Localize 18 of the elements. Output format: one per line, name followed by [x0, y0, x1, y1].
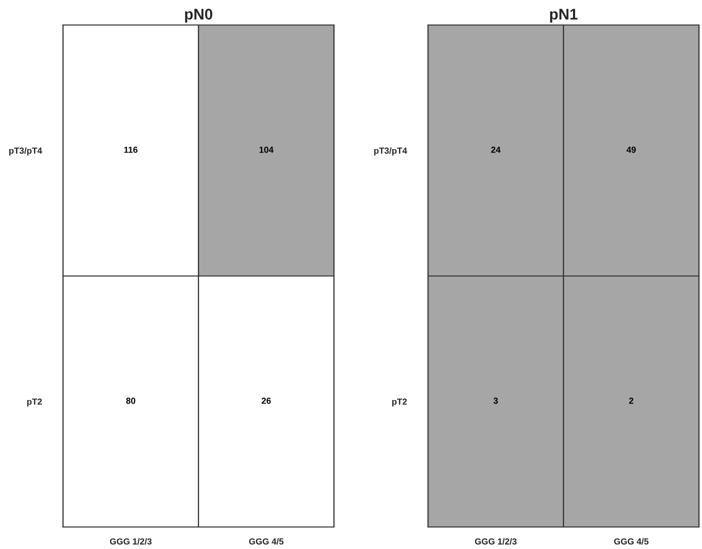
chart-title: pN1 — [550, 8, 578, 23]
data-label: 104 — [260, 146, 274, 153]
x-tick-label: GGG 4/5 — [249, 538, 284, 545]
data-label: 24 — [491, 146, 501, 153]
y-tick-label: pT2 — [392, 398, 407, 406]
data-label: 49 — [626, 146, 636, 153]
data-label: 26 — [262, 398, 271, 404]
y-tick-label: pT3/pT4 — [9, 147, 42, 156]
data-label: 80 — [126, 398, 136, 404]
data-label: 2 — [629, 398, 634, 404]
chart-title: pN0 — [185, 8, 212, 23]
y-tick-label: pT3/pT4 — [374, 147, 408, 156]
data-label: 3 — [494, 398, 498, 404]
x-tick-label: GGG 1/2/3 — [474, 538, 517, 545]
data-label: 116 — [124, 146, 138, 153]
y-tick-label: pT2 — [27, 398, 42, 406]
x-tick-label: GGG 4/5 — [614, 538, 649, 545]
x-tick-label: GGG 1/2/3 — [110, 538, 152, 545]
